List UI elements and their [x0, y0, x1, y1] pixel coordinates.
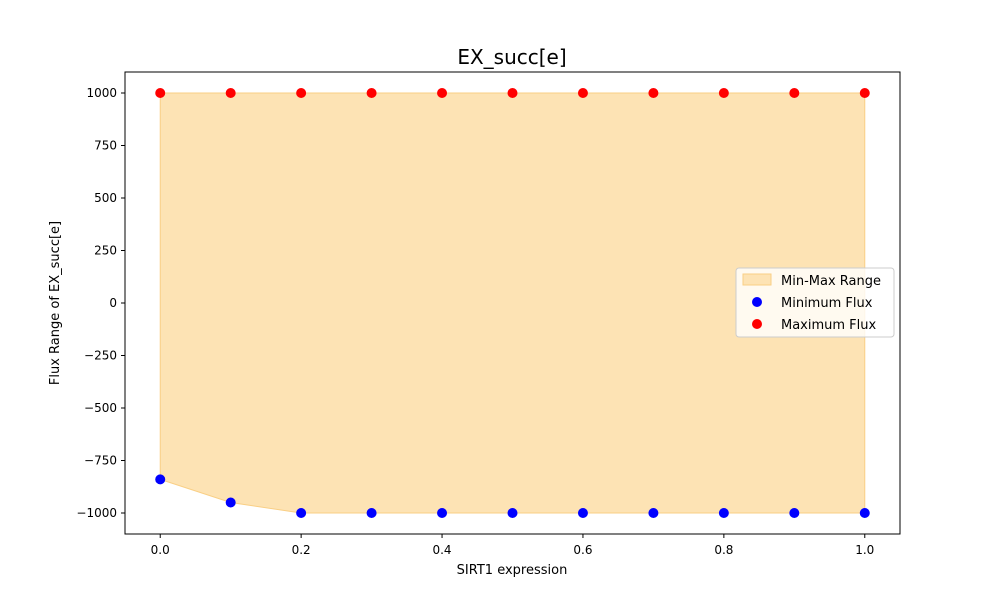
legend-swatch-min-max-range [742, 273, 772, 286]
legend: Min-Max Range Minimum Flux Maximum Flux [735, 267, 895, 338]
y-axis: 1000 750 500 250 0 −250 −500 −750 −1000 [76, 86, 125, 520]
minimum-flux-point [577, 508, 588, 518]
maximum-flux-point [648, 88, 659, 98]
x-axis: 0.0 0.2 0.4 0.6 0.8 1.0 [151, 534, 874, 557]
legend-label-min-max-range: Min-Max Range [781, 274, 881, 289]
maximum-flux-point [789, 88, 800, 98]
legend-marker-minimum-flux [752, 297, 762, 307]
minimum-flux-point [366, 508, 377, 518]
maximum-flux-point [155, 88, 166, 98]
legend-frame [735, 267, 895, 338]
minimum-flux-point [718, 508, 729, 518]
minimum-flux-point [225, 497, 236, 508]
legend-marker-maximum-flux [752, 319, 762, 329]
minimum-flux-point [437, 508, 448, 518]
x-tick-label: 1.0 [855, 543, 874, 557]
chart-title: EX_succ[e] [457, 45, 566, 69]
y-tick-label: 250 [94, 244, 117, 258]
maximum-flux-point [577, 88, 588, 98]
x-tick-label: 0.2 [292, 543, 311, 557]
minimum-flux-point [155, 474, 166, 485]
y-tick-label: −750 [84, 454, 117, 468]
x-tick-label: 0.6 [573, 543, 592, 557]
x-tick-label: 0.8 [714, 543, 733, 557]
y-tick-label: 1000 [86, 86, 117, 100]
maximum-flux-point [507, 88, 518, 98]
minimum-flux-point [859, 508, 870, 518]
x-tick-label: 0.4 [432, 543, 451, 557]
legend-label-maximum-flux: Maximum Flux [781, 318, 877, 333]
maximum-flux-point [366, 88, 377, 98]
y-tick-label: 750 [94, 139, 117, 153]
y-tick-label: −500 [84, 401, 117, 415]
y-axis-label: Flux Range of EX_succ[e] [48, 221, 63, 385]
y-tick-label: −1000 [76, 506, 117, 520]
minimum-flux-point [789, 508, 800, 518]
maximum-flux-point [859, 88, 870, 98]
maximum-flux-point [437, 88, 448, 98]
maximum-flux-point [296, 88, 307, 98]
plot-area [155, 88, 870, 518]
minimum-flux-point [296, 508, 307, 518]
minimum-flux-point [648, 508, 659, 518]
x-tick-label: 0.0 [151, 543, 170, 557]
x-axis-label: SIRT1 expression [457, 563, 568, 578]
maximum-flux-point [718, 88, 729, 98]
maximum-flux-point [225, 88, 236, 98]
y-tick-label: 0 [109, 296, 117, 310]
minimum-flux-point [507, 508, 518, 518]
y-tick-label: 500 [94, 191, 117, 205]
y-tick-label: −250 [84, 349, 117, 363]
legend-label-minimum-flux: Minimum Flux [781, 296, 873, 311]
